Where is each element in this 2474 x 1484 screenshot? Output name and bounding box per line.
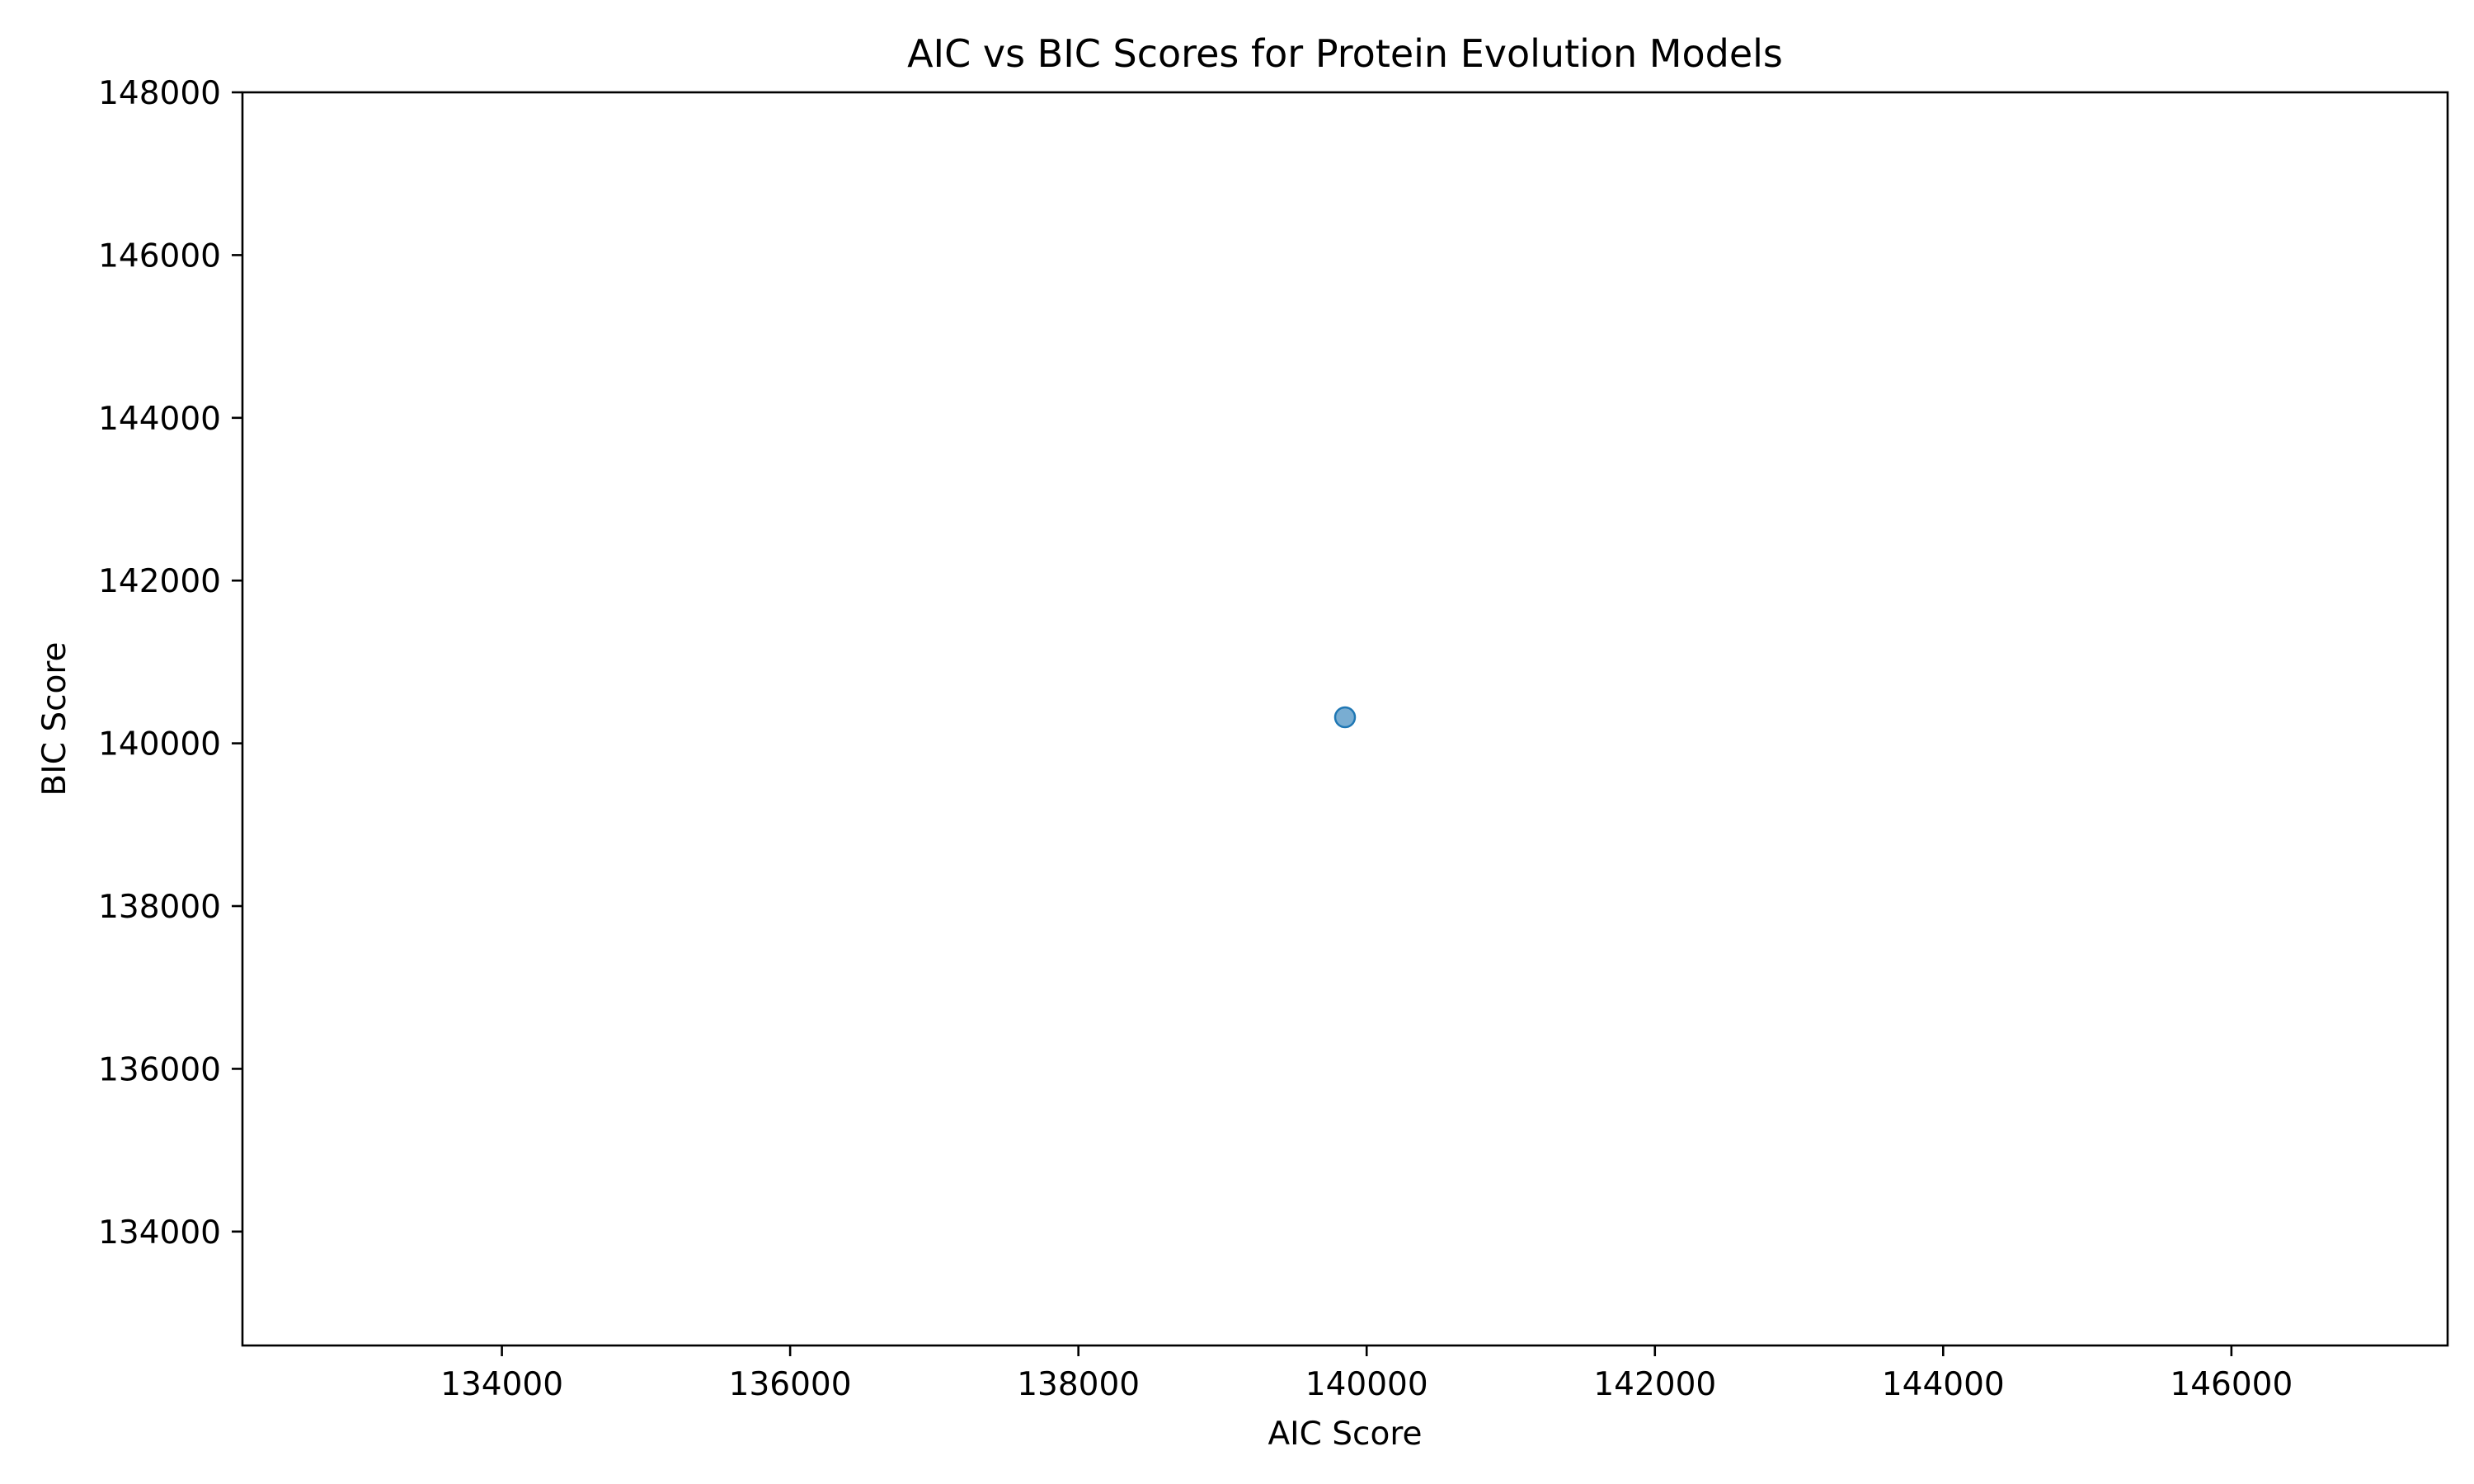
x-tick-label: 138000 xyxy=(1017,1366,1140,1403)
x-tick-label: 144000 xyxy=(1882,1366,2005,1403)
x-tick-label: 146000 xyxy=(2170,1366,2293,1403)
y-tick-label: 136000 xyxy=(98,1051,221,1088)
plot-area xyxy=(1333,706,1357,729)
x-axis: 134000 136000 138000 140000 142000 144000 1460… xyxy=(440,1345,2293,1403)
y-tick-label: 142000 xyxy=(98,563,221,600)
y-tick-label: 148000 xyxy=(98,75,221,112)
scatter-point xyxy=(1333,706,1357,729)
x-axis-label: AIC Score xyxy=(1268,1416,1422,1453)
y-tick-label: 144000 xyxy=(98,401,221,438)
x-tick-label: 142000 xyxy=(1593,1366,1716,1403)
x-tick-label: 140000 xyxy=(1305,1366,1428,1403)
y-tick-label: 134000 xyxy=(98,1214,221,1252)
chart-title: AIC vs BIC Scores for Protein Evolution … xyxy=(907,31,1783,76)
x-tick-label: 136000 xyxy=(729,1366,852,1403)
y-axis: 134000 136000 138000 140000 142000 144000 1460… xyxy=(98,75,242,1252)
axes-frame xyxy=(241,91,2449,1347)
y-tick-label: 146000 xyxy=(98,237,221,275)
y-axis-label: BIC Score xyxy=(36,641,73,796)
x-tick-label: 134000 xyxy=(440,1366,563,1403)
y-tick-label: 138000 xyxy=(98,889,221,926)
y-tick-label: 140000 xyxy=(98,726,221,763)
